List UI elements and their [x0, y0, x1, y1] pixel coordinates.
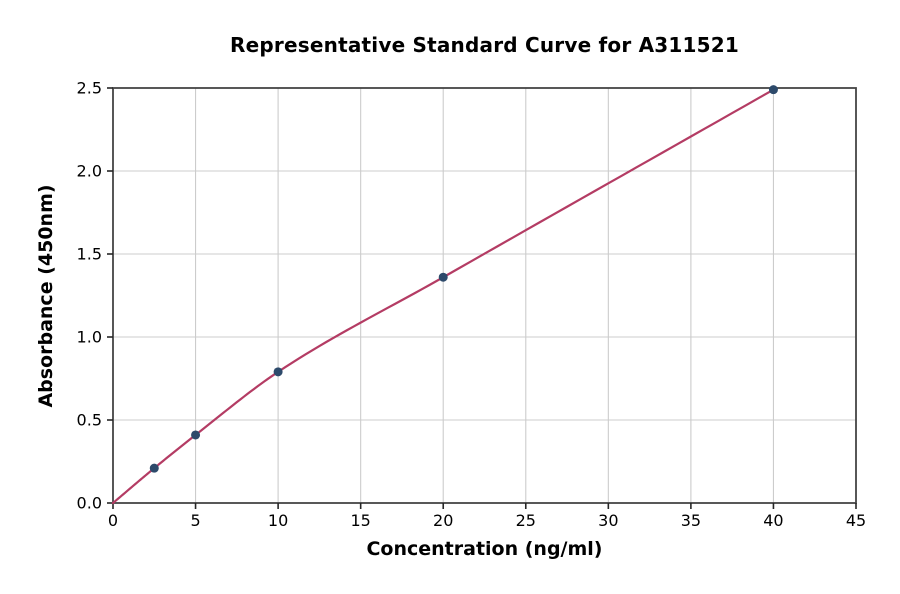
chart-title: Representative Standard Curve for A31152… — [230, 33, 739, 57]
data-point — [149, 463, 159, 473]
y-tick-label: 0.0 — [77, 494, 102, 513]
x-tick-label: 5 — [190, 511, 200, 530]
y-tick-label: 1.0 — [77, 328, 102, 347]
fitted-curve-line — [111, 88, 775, 505]
data-point — [438, 272, 448, 282]
x-tick-label: 10 — [268, 511, 288, 530]
x-tick-label: 40 — [763, 511, 783, 530]
y-tick-label: 1.5 — [77, 245, 102, 264]
data-point — [768, 85, 778, 95]
y-tick-label: 0.5 — [77, 411, 102, 430]
y-tick-label: 2.5 — [77, 79, 102, 98]
x-tick-label: 35 — [681, 511, 701, 530]
y-tick-label: 2.0 — [77, 162, 102, 181]
x-tick-label: 45 — [846, 511, 866, 530]
x-tick-label: 15 — [350, 511, 370, 530]
plot-border — [112, 87, 857, 504]
data-point — [191, 430, 201, 440]
x-tick-label: 0 — [108, 511, 118, 530]
x-tick-label: 20 — [433, 511, 453, 530]
x-axis-label: Concentration (ng/ml) — [366, 538, 603, 560]
x-tick-label: 25 — [516, 511, 536, 530]
data-point — [273, 367, 283, 377]
x-tick-label: 30 — [598, 511, 618, 530]
